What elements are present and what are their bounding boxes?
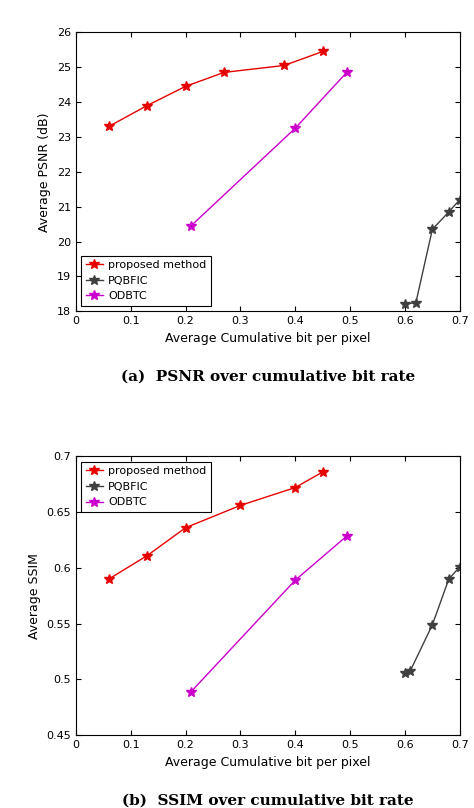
Line: proposed method: proposed method: [104, 467, 328, 584]
PQBFIC: [446, 207, 452, 217]
ODBTC: [345, 531, 350, 541]
PQBFIC: [457, 562, 463, 571]
Line: ODBTC: ODBTC: [186, 531, 352, 696]
ODBTC: [345, 67, 350, 77]
Text: (b)  SSIM over cumulative bit rate: (b) SSIM over cumulative bit rate: [122, 793, 414, 808]
proposed method: [144, 551, 150, 561]
proposed method: [182, 523, 188, 532]
PQBFIC: [446, 574, 452, 584]
PQBFIC: [429, 225, 435, 234]
proposed method: [320, 467, 326, 477]
Legend: proposed method, PQBFIC, ODBTC: proposed method, PQBFIC, ODBTC: [82, 462, 211, 512]
proposed method: [106, 122, 111, 132]
Y-axis label: Average PSNR (dB): Average PSNR (dB): [38, 112, 51, 232]
proposed method: [221, 68, 227, 78]
ODBTC: [292, 575, 298, 585]
Line: ODBTC: ODBTC: [186, 67, 352, 231]
Y-axis label: Average SSIM: Average SSIM: [27, 553, 41, 639]
proposed method: [282, 61, 287, 70]
X-axis label: Average Cumulative bit per pixel: Average Cumulative bit per pixel: [165, 755, 371, 768]
Legend: proposed method, PQBFIC, ODBTC: proposed method, PQBFIC, ODBTC: [82, 255, 211, 305]
PQBFIC: [457, 195, 463, 204]
PQBFIC: [408, 666, 413, 675]
ODBTC: [188, 687, 194, 696]
PQBFIC: [402, 668, 408, 678]
ODBTC: [292, 124, 298, 133]
Text: (a)  PSNR over cumulative bit rate: (a) PSNR over cumulative bit rate: [121, 370, 415, 384]
PQBFIC: [429, 620, 435, 629]
proposed method: [182, 82, 188, 91]
Line: PQBFIC: PQBFIC: [400, 562, 465, 678]
proposed method: [320, 47, 326, 57]
proposed method: [106, 574, 111, 584]
proposed method: [237, 501, 243, 511]
proposed method: [144, 101, 150, 111]
X-axis label: Average Cumulative bit per pixel: Average Cumulative bit per pixel: [165, 332, 371, 345]
ODBTC: [188, 221, 194, 231]
Line: PQBFIC: PQBFIC: [400, 195, 465, 309]
Line: proposed method: proposed method: [104, 47, 328, 132]
proposed method: [292, 482, 298, 492]
PQBFIC: [402, 300, 408, 309]
PQBFIC: [413, 297, 419, 307]
